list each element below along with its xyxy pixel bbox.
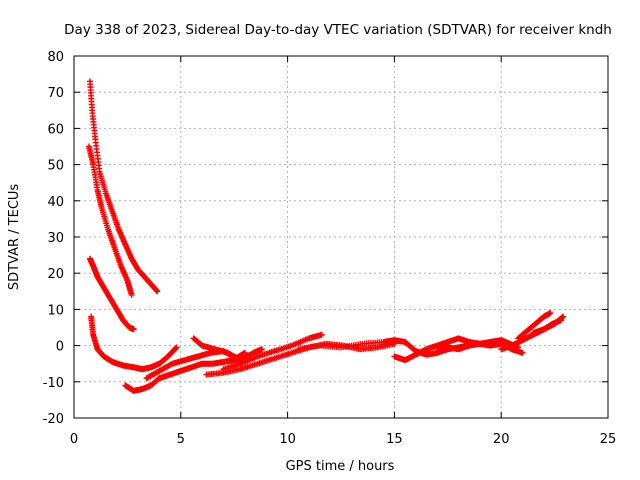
data-point bbox=[515, 344, 522, 351]
y-tick-label: 60 bbox=[47, 122, 64, 137]
y-tick-label: -20 bbox=[43, 412, 64, 427]
y-tick-label: 80 bbox=[47, 50, 64, 65]
data-point bbox=[154, 288, 161, 295]
y-tick-label: 40 bbox=[47, 195, 64, 210]
data-point bbox=[128, 291, 135, 298]
y-tick-label: -10 bbox=[43, 376, 64, 391]
x-tick-label: 0 bbox=[70, 432, 78, 447]
data-point bbox=[173, 344, 180, 351]
x-tick-label: 5 bbox=[177, 432, 185, 447]
y-tick-label: 0 bbox=[56, 340, 64, 355]
x-tick-label: 15 bbox=[386, 432, 403, 447]
x-tick-label: 10 bbox=[279, 432, 296, 447]
grid-layer bbox=[74, 56, 608, 418]
series-track-b bbox=[85, 143, 135, 298]
x-tick-label: 25 bbox=[600, 432, 617, 447]
y-tick-label: 20 bbox=[47, 267, 64, 282]
x-tick-label: 20 bbox=[493, 432, 510, 447]
series-track-g bbox=[190, 335, 265, 364]
series-track-d bbox=[88, 313, 180, 373]
y-tick-label: 50 bbox=[47, 159, 64, 174]
y-tick-label: 30 bbox=[47, 231, 64, 246]
data-point bbox=[559, 314, 566, 321]
series-track-a bbox=[87, 78, 161, 295]
data-layer bbox=[85, 78, 567, 394]
series-track-e bbox=[122, 355, 248, 394]
series-track-i bbox=[220, 331, 325, 373]
series-track-n bbox=[515, 310, 554, 342]
y-tick-label: 70 bbox=[47, 86, 64, 101]
data-point bbox=[558, 317, 565, 324]
data-point bbox=[519, 349, 526, 356]
chart-title: Day 338 of 2023, Sidereal Day-to-day VTE… bbox=[64, 22, 612, 38]
x-axis-label: GPS time / hours bbox=[286, 459, 395, 474]
tick-layer: 0 5 10 15 20 25 -20 -10 0 10 20 30 40 50 60 70 80 bbox=[43, 50, 617, 447]
y-tick-label: 10 bbox=[47, 303, 64, 318]
data-point bbox=[258, 346, 265, 353]
y-axis-label: SDTVAR / TECUs bbox=[7, 184, 22, 291]
data-point bbox=[241, 349, 248, 356]
data-point bbox=[130, 326, 137, 333]
series-track-o bbox=[530, 317, 565, 336]
data-point bbox=[547, 310, 554, 317]
data-point bbox=[560, 313, 567, 320]
series-track-c bbox=[87, 255, 137, 333]
data-point bbox=[172, 345, 179, 352]
data-point bbox=[318, 331, 325, 338]
